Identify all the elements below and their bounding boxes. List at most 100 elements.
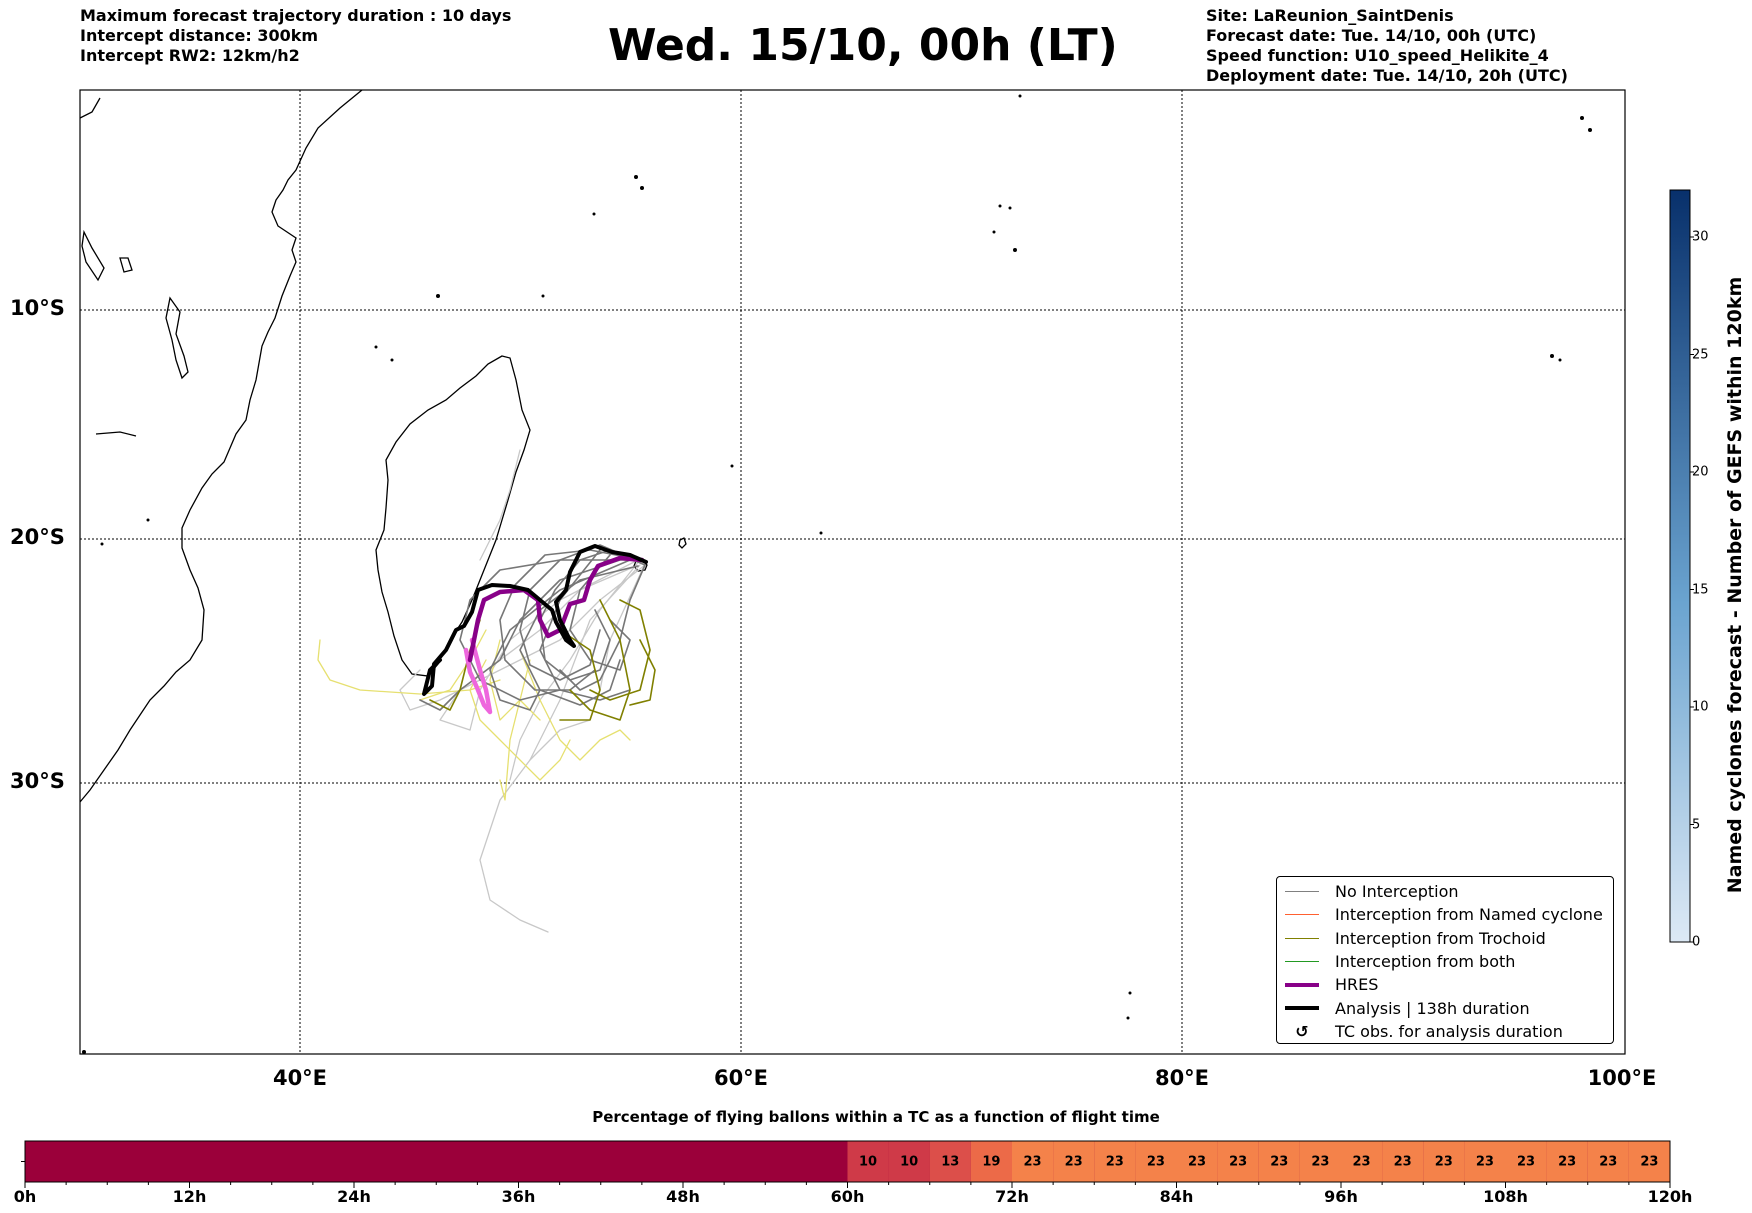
lon-label-40e: 40°E — [272, 1066, 328, 1090]
lat-label-10s: 10°S — [10, 296, 65, 320]
header-line-rw2: Intercept RW2: 12km/h2 — [80, 46, 300, 65]
flight-time-cell-value: 23 — [1270, 1154, 1289, 1169]
flight-time-tick-label: 96h — [1324, 1187, 1358, 1206]
header-line-distance: Intercept distance: 300km — [80, 26, 319, 45]
flight-time-bar-title: Percentage of flying ballons within a TC… — [592, 1108, 1160, 1126]
flight-time-cell — [929, 1141, 971, 1182]
legend-item-no-interception: No Interception — [1285, 880, 1605, 903]
colorbar-tick-label: 15 — [1692, 582, 1709, 597]
legend-swatch — [1285, 1006, 1319, 1011]
flight-time-cell — [1094, 1141, 1136, 1182]
flight-time-cell — [1423, 1141, 1465, 1182]
flight-time-cell-value: 23 — [1599, 1154, 1618, 1169]
colorbar-ticks — [1690, 236, 1694, 943]
legend-swatch — [1285, 891, 1319, 893]
legend-swatch — [1285, 914, 1319, 916]
legend-label: Interception from Trochoid — [1335, 928, 1546, 948]
legend-label: Interception from both — [1335, 952, 1516, 972]
map-legend: No Interception Interception from Named … — [1276, 876, 1614, 1044]
flight-time-tick-label: 24h — [337, 1187, 371, 1206]
legend-swatch — [1285, 982, 1319, 987]
madagascar-coastline — [375, 355, 531, 677]
flight-time-cell — [970, 1141, 1012, 1182]
lon-label-80e: 80°E — [1154, 1066, 1210, 1090]
legend-label: TC obs. for analysis duration — [1335, 1021, 1563, 1041]
site-parameters: Site: LaReunion_SaintDenis Forecast date… — [1206, 6, 1568, 86]
flight-time-cell-value: 23 — [1229, 1154, 1248, 1169]
flight-time-cell — [1258, 1141, 1300, 1182]
flight-time-tick-label: 12h — [172, 1187, 207, 1206]
legend-item-analysis: Analysis | 138h duration — [1285, 996, 1605, 1019]
flight-time-cell — [1464, 1141, 1506, 1182]
legend-label: Interception from Named cyclone — [1335, 905, 1603, 925]
flight-time-cell-value: 23 — [1064, 1154, 1083, 1169]
legend-item-tc-obs: ↺ TC obs. for analysis duration — [1285, 1020, 1605, 1043]
cycle-arrow-icon: ↺ — [1295, 1021, 1309, 1041]
legend-item-named-cyclone: Interception from Named cyclone — [1285, 903, 1605, 926]
lat-label-20s: 20°S — [10, 525, 65, 549]
flight-time-cell — [1341, 1141, 1383, 1182]
flight-time-cell-value: 10 — [900, 1154, 919, 1169]
colorbar-tick-label: 25 — [1692, 347, 1709, 362]
legend-swatch — [1285, 937, 1319, 939]
flight-time-bar — [24, 1140, 1671, 1183]
flight-time-cell — [1382, 1141, 1424, 1182]
flight-time-cell-value: 23 — [1146, 1154, 1165, 1169]
africa-coastline — [80, 90, 363, 803]
colorbar-tick-label: 20 — [1692, 464, 1709, 480]
flight-time-cell-value: 19 — [982, 1154, 1001, 1169]
flight-time-tick-label: 36h — [501, 1187, 536, 1206]
trajectories — [317, 449, 656, 933]
coastlines — [80, 90, 687, 803]
legend-label: Analysis | 138h duration — [1335, 998, 1530, 1018]
forecast-parameters: Maximum forecast trajectory duration : 1… — [80, 6, 511, 66]
lon-label-100e: 100°E — [1587, 1066, 1657, 1090]
flight-time-cell-value: 23 — [1023, 1154, 1042, 1169]
arabia-coastline — [80, 97, 101, 119]
flight-time-cell — [1053, 1141, 1095, 1182]
flight-time-cell — [847, 1141, 889, 1182]
map-title: Wed. 15/10, 00h (LT) — [608, 20, 1118, 71]
header-line-speed-function: Speed function: U10_speed_Helikite_4 — [1206, 46, 1549, 65]
colorbar-tick-label: 0 — [1692, 934, 1701, 950]
header-line-duration: Maximum forecast trajectory duration : 1… — [80, 6, 512, 25]
flight-time-tick-label: 72h — [995, 1187, 1029, 1206]
header-line-site: Site: LaReunion_SaintDenis — [1206, 6, 1454, 25]
colorbar-tick-label: 10 — [1692, 699, 1709, 715]
legend-swatch — [1285, 961, 1319, 963]
flight-time-cell — [1176, 1141, 1218, 1182]
flight-time-cell-value: 23 — [1434, 1154, 1453, 1169]
flight-time-cell — [1299, 1141, 1341, 1182]
lon-label-60e: 60°E — [713, 1066, 769, 1090]
flight-time-cell-value: 23 — [1517, 1154, 1536, 1169]
flight-time-cell-value: 23 — [1352, 1154, 1371, 1169]
flight-time-cell-value: 23 — [1475, 1154, 1494, 1169]
colorbar-tick-label: 30 — [1692, 229, 1709, 245]
flight-time-tick-label: 0h — [13, 1187, 37, 1206]
flight-time-cell — [1135, 1141, 1177, 1182]
flight-time-cell-value: 10 — [859, 1154, 878, 1169]
small-islands — [82, 94, 1592, 1054]
flight-time-tick-label: 84h — [1159, 1187, 1194, 1206]
mauritius-coastline — [678, 537, 687, 549]
flight-time-cell — [1012, 1141, 1054, 1182]
legend-label: No Interception — [1335, 882, 1459, 902]
flight-time-tick-label: 120h — [1647, 1187, 1693, 1206]
flight-time-cell-value: 23 — [1558, 1154, 1577, 1169]
legend-label: HRES — [1335, 975, 1379, 995]
flight-time-cell — [1628, 1141, 1670, 1182]
legend-item-hres: HRES — [1285, 973, 1605, 996]
colorbar-title: Named cyclones forecast - Number of GEFS… — [1724, 276, 1746, 894]
flight-time-cell-value: 23 — [1311, 1154, 1330, 1169]
flight-time-tick-label: 108h — [1483, 1187, 1528, 1206]
flight-time-cell — [1546, 1141, 1588, 1182]
flight-time-cell-value: 23 — [1105, 1154, 1124, 1169]
flight-time-cell — [1217, 1141, 1259, 1182]
lat-label-30s: 30°S — [10, 769, 65, 793]
flight-time-cell-value: 23 — [1188, 1154, 1207, 1169]
header-line-forecast-date: Forecast date: Tue. 14/10, 00h (UTC) — [1206, 26, 1537, 45]
flight-time-cell — [1587, 1141, 1629, 1182]
flight-time-ticks — [21, 1161, 1671, 1188]
colorbar — [1669, 189, 1691, 943]
header-line-deployment-date: Deployment date: Tue. 14/10, 20h (UTC) — [1206, 66, 1568, 85]
